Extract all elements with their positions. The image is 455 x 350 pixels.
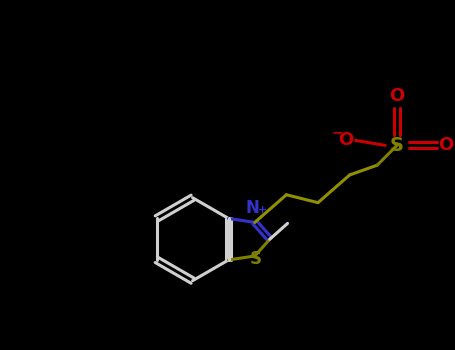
Text: S: S [390,136,404,155]
Text: −: − [332,126,344,140]
Text: N: N [246,199,260,217]
Text: O: O [389,87,404,105]
Text: O: O [439,136,454,154]
Text: +: + [258,204,267,215]
Text: O: O [339,132,354,149]
Text: S: S [250,250,262,268]
